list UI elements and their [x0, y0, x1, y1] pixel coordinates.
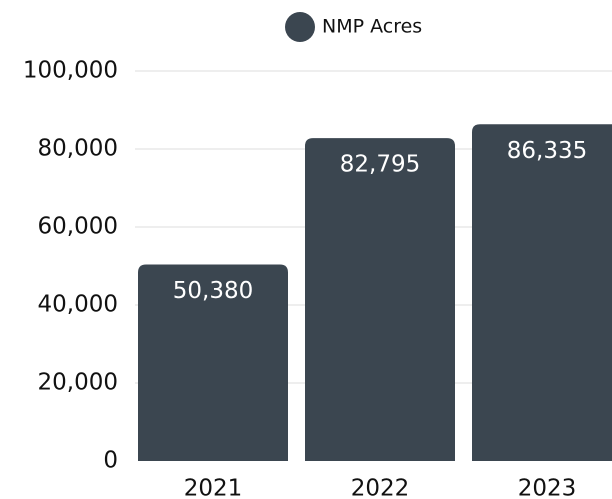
- y-tick-label: 60,000: [38, 214, 118, 240]
- y-tick-label: 0: [103, 448, 118, 474]
- legend-swatch: [285, 12, 315, 42]
- bar: [138, 264, 288, 461]
- data-label: 50,380: [173, 278, 253, 304]
- x-tick-label: 2021: [184, 476, 243, 499]
- x-tick-label: 2022: [351, 476, 410, 499]
- data-label: 86,335: [507, 138, 587, 164]
- y-tick-label: 100,000: [23, 58, 118, 84]
- y-tick-label: 20,000: [38, 370, 118, 396]
- y-tick-label: 40,000: [38, 292, 118, 318]
- y-tick-label: 80,000: [38, 136, 118, 162]
- legend-label: NMP Acres: [322, 16, 422, 38]
- bar: [305, 138, 455, 462]
- data-label: 82,795: [340, 152, 420, 178]
- bar: [472, 124, 612, 461]
- x-tick-label: 2023: [518, 476, 577, 499]
